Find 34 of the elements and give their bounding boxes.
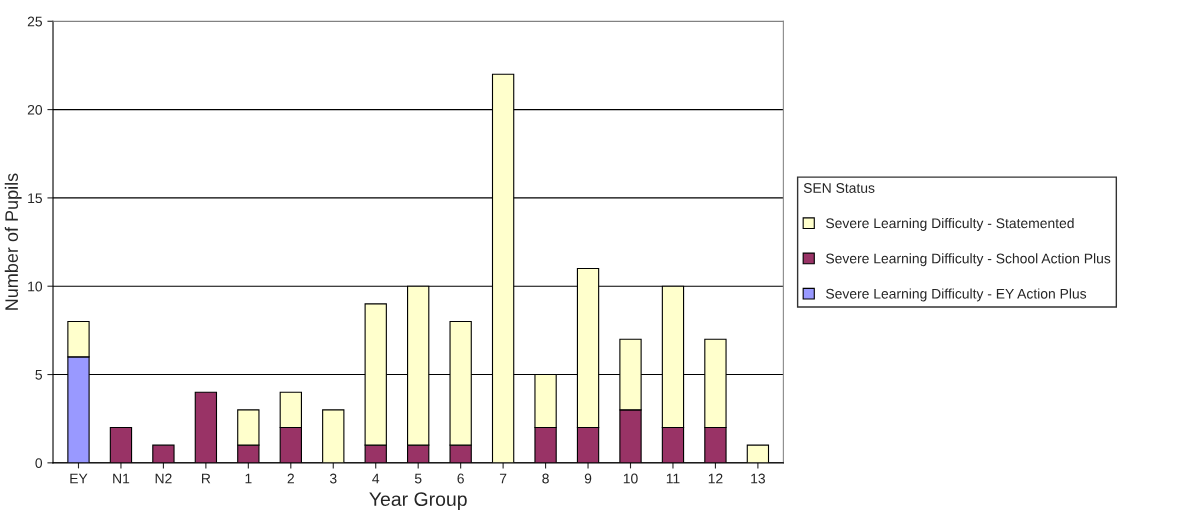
x-tick-label: 8 [542,473,549,484]
x-tick-label: 12 [708,473,723,484]
legend-label: Severe Learning Difficulty - School Action Plus [826,253,1111,267]
legend-label: Severe Learning Difficulty - Statemented [826,217,1074,231]
x-tick-label: 3 [329,473,337,484]
y-tick-label: 15 [28,193,43,204]
bar [152,444,175,463]
x-tick-label: N1 [113,473,130,484]
x-tick-label: 5 [414,473,422,484]
x-axis-title: Year Group [369,492,467,510]
y-tick-label: 20 [27,104,43,115]
x-tick-label: 11 [666,473,680,484]
x-tick-label: N2 [155,473,172,484]
x-tick-label: R [202,473,211,484]
x-tick-label: EY [70,473,88,484]
y-tick-label: 0 [35,458,43,469]
x-tick-label: 1 [245,473,252,484]
bar [746,444,770,463]
x-tick-label: 7 [499,473,507,484]
x-tick-label: 13 [751,473,766,484]
x-tick-label: 4 [372,473,380,484]
legend-title: SEN Status [803,183,875,193]
y-tick-label: 10 [28,281,43,292]
bar [194,391,218,463]
x-tick-label: 10 [623,473,638,484]
x-tick-label: 2 [287,473,294,484]
bar [322,409,345,463]
legend-label: Severe Learning Difficulty - EY Action Plus [826,288,1087,302]
x-tick-label: 9 [584,473,592,484]
y-axis-title: Number of Pupils [4,173,22,310]
bar [109,426,133,463]
x-tick-label: 6 [457,473,464,484]
y-tick-label: 25 [27,16,43,27]
y-tick-label: 5 [35,370,43,380]
